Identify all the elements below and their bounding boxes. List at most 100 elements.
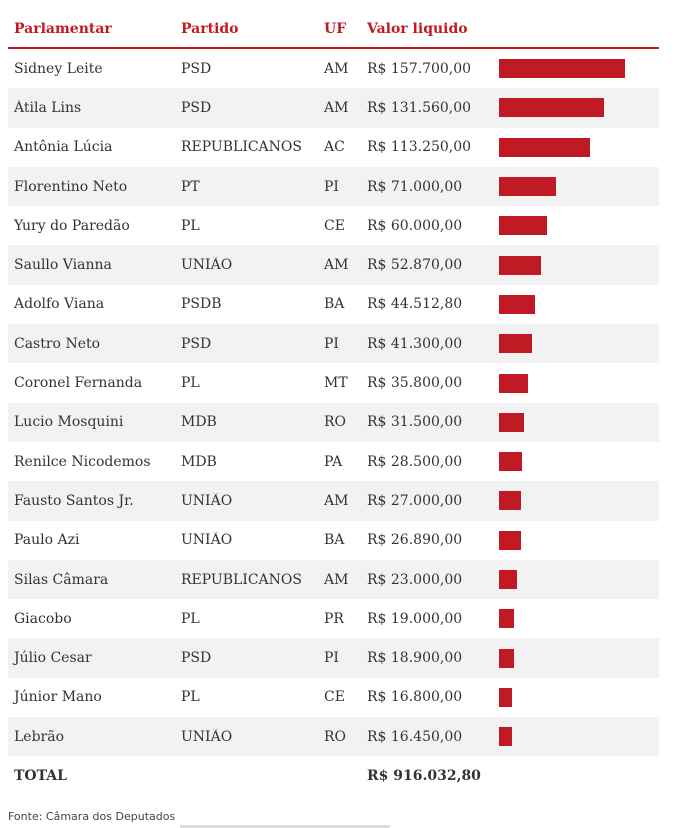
value-bar — [499, 727, 513, 747]
cell-name: Renilce Nicodemos — [14, 453, 151, 470]
cell-value: R$ 31.500,00 — [367, 414, 463, 431]
table-row: Júlio Cesar PSD PI R$ 18.900,00 — [8, 638, 659, 678]
header-bar — [493, 10, 659, 47]
cell-value: R$ 23.000,00 — [367, 571, 463, 588]
cell-uf: BA — [324, 296, 345, 313]
value-bar — [499, 570, 518, 589]
cell-party: PSDB — [181, 296, 222, 313]
cell-name: Júlio Cesar — [14, 650, 92, 667]
cell-party: PSD — [181, 335, 212, 352]
cell-value: R$ 71.000,00 — [367, 178, 463, 195]
cell-party: PL — [181, 375, 200, 392]
table-row: Átila Lins PSD AM R$ 131.560,00 — [8, 88, 659, 128]
table-row: Fausto Santos Jr. UNIÃO AM R$ 27.000,00 — [8, 481, 659, 521]
cell-name: Lebrão — [14, 728, 65, 745]
table-row: Coronel Fernanda PL MT R$ 35.800,00 — [8, 363, 659, 403]
table-row: Yury do Paredão PL CE R$ 60.000,00 — [8, 206, 659, 246]
cell-name: Coronel Fernanda — [14, 375, 143, 392]
cell-party: PSD — [181, 650, 212, 667]
cell-name: Júnior Mano — [14, 689, 102, 706]
cell-bar — [493, 206, 659, 245]
table-row: Paulo Azi UNIÃO BA R$ 26.890,00 — [8, 520, 659, 560]
cell-bar — [493, 49, 659, 88]
source-note: Fonte: Câmara dos Deputados — [8, 810, 176, 823]
cell-bar — [493, 560, 659, 599]
cell-uf: PI — [324, 650, 339, 667]
cell-value: R$ 60.000,00 — [367, 217, 463, 234]
table-row: Giacobo PL PR R$ 19.000,00 — [8, 599, 659, 639]
table-row: Florentino Neto PT PI R$ 71.000,00 — [8, 166, 659, 207]
cell-name: Sidney Leite — [14, 60, 103, 77]
cell-value: R$ 18.900,00 — [367, 650, 463, 667]
cell-name: Silas Câmara — [14, 571, 109, 588]
cell-bar — [493, 363, 659, 402]
cell-party: PL — [181, 689, 200, 706]
cell-name: Átila Lins — [14, 99, 82, 116]
cell-bar — [493, 717, 659, 756]
value-bar — [499, 530, 521, 550]
table-row: Júnior Mano PL CE R$ 16.800,00 — [8, 677, 659, 718]
header-party: Partido — [181, 20, 239, 37]
cell-uf: AM — [324, 571, 349, 588]
cell-bar — [493, 403, 659, 442]
cell-name: Lucio Mosquini — [14, 414, 124, 431]
cell-party: UNIÃO — [181, 728, 233, 745]
cell-bar — [493, 678, 659, 717]
cell-party: MDB — [181, 414, 217, 431]
cell-name: Adolfo Viana — [14, 296, 105, 313]
cell-bar — [493, 638, 659, 677]
cell-name: Paulo Azi — [14, 532, 80, 549]
cell-value: R$ 19.000,00 — [367, 610, 463, 627]
cell-party: PL — [181, 610, 200, 627]
cell-value: R$ 26.890,00 — [367, 532, 463, 549]
cell-bar — [493, 245, 659, 284]
cell-uf: AC — [324, 139, 345, 156]
table-row: Castro Neto PSD PI R$ 41.300,00 — [8, 324, 659, 364]
total-row: TOTAL R$ 916.032,80 — [8, 756, 659, 795]
cell-value: R$ 16.800,00 — [367, 689, 463, 706]
cell-bar — [493, 442, 659, 481]
cell-name: Fausto Santos Jr. — [14, 492, 134, 509]
value-bar — [499, 177, 556, 197]
value-bar — [499, 216, 547, 236]
cell-value: R$ 52.870,00 — [367, 257, 463, 274]
value-bar — [499, 373, 528, 393]
cell-name: Antônia Lúcia — [14, 139, 113, 156]
cell-name: Giacobo — [14, 610, 72, 627]
cell-value: R$ 131.560,00 — [367, 99, 472, 116]
cell-uf: PI — [324, 335, 339, 352]
cell-uf: RO — [324, 414, 347, 431]
cell-uf: PR — [324, 610, 344, 627]
table-row: Lebrão UNIÃO RO R$ 16.450,00 — [8, 717, 659, 757]
cell-party: UNIÃO — [181, 257, 233, 274]
table-header: Parlamentar Partido UF Valor liquido — [8, 10, 659, 49]
data-table: Parlamentar Partido UF Valor liquido Sid… — [8, 10, 659, 795]
scrollbar-hint — [180, 825, 390, 828]
table-body: Sidney Leite PSD AM R$ 157.700,00 Átila Lins… — [8, 49, 659, 757]
value-bar — [499, 687, 513, 707]
cell-party: REPUBLICANOS — [181, 571, 302, 588]
header-value: Valor liquido — [367, 20, 468, 37]
cell-uf: PI — [324, 178, 339, 195]
cell-party: PSD — [181, 99, 212, 116]
cell-value: R$ 16.450,00 — [367, 728, 463, 745]
cell-value: R$ 27.000,00 — [367, 492, 463, 509]
cell-name: Saullo Vianna — [14, 257, 112, 274]
value-bar — [499, 452, 522, 472]
table-row: Saullo Vianna UNIÃO AM R$ 52.870,00 — [8, 245, 659, 285]
value-bar — [499, 334, 532, 354]
total-value: R$ 916.032,80 — [367, 767, 481, 784]
cell-uf: BA — [324, 532, 345, 549]
value-bar — [499, 412, 525, 432]
value-bar — [499, 609, 515, 629]
cell-party: UNIÃO — [181, 532, 233, 549]
cell-name: Yury do Paredão — [14, 217, 130, 234]
cell-name: Castro Neto — [14, 335, 101, 352]
cell-bar — [493, 167, 659, 206]
value-bar — [499, 491, 521, 511]
cell-bar — [493, 285, 659, 324]
header-uf: UF — [324, 20, 347, 37]
value-bar — [499, 294, 535, 314]
cell-value: R$ 157.700,00 — [367, 60, 472, 77]
table-row: Adolfo Viana PSDB BA R$ 44.512,80 — [8, 284, 659, 325]
